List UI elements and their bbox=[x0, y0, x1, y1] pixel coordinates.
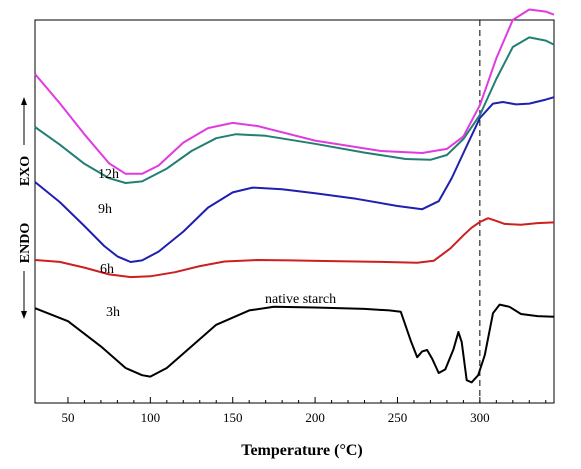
plot-frame bbox=[34, 19, 555, 404]
series-line-9h bbox=[34, 36, 555, 184]
y-direction-label: ENDO EXO bbox=[18, 97, 33, 319]
series-label-12h: 12h bbox=[98, 167, 119, 182]
x-axis-ticks: 50 100 150 200 250 300 bbox=[61, 397, 547, 425]
x-tick-label: 50 bbox=[61, 410, 74, 425]
exo-label: EXO bbox=[18, 156, 33, 186]
series-label-9h: 9h bbox=[98, 202, 112, 217]
series-line-3h bbox=[34, 217, 555, 279]
x-tick-label: 150 bbox=[223, 410, 243, 425]
x-tick-label: 250 bbox=[388, 410, 408, 425]
series-label-6h: 6h bbox=[100, 262, 114, 277]
series-line-native-starch bbox=[34, 303, 555, 384]
series-group bbox=[34, 8, 555, 384]
endo-arrowhead bbox=[21, 311, 27, 319]
x-axis-title: Temperature (°C) bbox=[241, 442, 362, 459]
series-label-native-starch: native starch bbox=[265, 292, 336, 307]
series-line-6h bbox=[34, 96, 555, 263]
series-label-3h: 3h bbox=[106, 305, 120, 320]
x-tick-label: 200 bbox=[305, 410, 325, 425]
endo-label: ENDO bbox=[18, 223, 33, 264]
series-line-12h bbox=[34, 8, 555, 175]
x-tick-label: 300 bbox=[470, 410, 490, 425]
x-tick-label: 100 bbox=[141, 410, 161, 425]
exo-arrowhead bbox=[21, 97, 27, 105]
